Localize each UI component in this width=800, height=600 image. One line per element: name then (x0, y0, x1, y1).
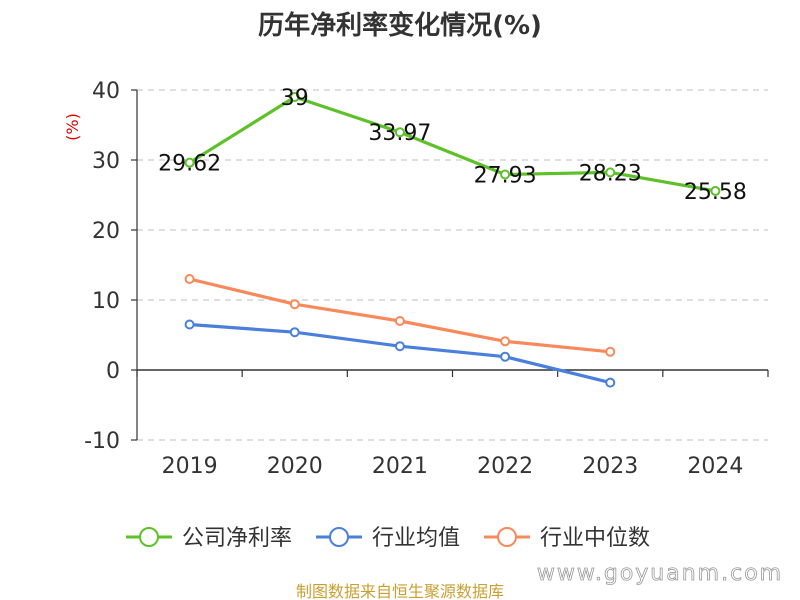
series-layer (184, 92, 721, 388)
axes: -10 0 10 20 30 40 2019 2020 2021 2022 2023 2024 (84, 79, 769, 479)
series-line (189, 322, 611, 385)
legend-label: 行业中位数 (540, 526, 650, 551)
data-label: 29.62 (158, 152, 221, 177)
y-tick-label: 10 (92, 289, 120, 314)
legend-item-2: 行业中位数 (484, 526, 650, 551)
x-tick-label: 2021 (372, 454, 428, 479)
data-point (394, 341, 405, 352)
legend-marker (329, 527, 349, 547)
data-point (289, 92, 300, 102)
data-point (289, 299, 300, 310)
data-point (605, 346, 616, 357)
y-tick-label: 20 (92, 219, 120, 244)
data-point (605, 167, 616, 178)
x-tick-label: 2020 (267, 454, 323, 479)
legend-label: 公司净利率 (182, 526, 292, 551)
y-tick-label: -10 (84, 429, 120, 454)
grid (137, 89, 768, 441)
legend-item-1: 行业均值 (316, 526, 460, 551)
data-point (710, 185, 721, 196)
source-note: 制图数据来自恒生聚源数据库 (296, 582, 504, 600)
legend: 公司净利率 行业均值 行业中位数 (126, 526, 650, 551)
y-tick-label: 0 (106, 359, 120, 384)
legend-marker (497, 527, 517, 547)
data-point (500, 336, 511, 347)
data-label: 27.93 (474, 163, 537, 188)
data-point (289, 327, 300, 338)
data-point (605, 377, 616, 388)
chart-title: 历年净利率变化情况(%) (258, 10, 542, 41)
series-line (189, 277, 611, 354)
series-1 (184, 319, 616, 388)
data-labels: 29.62 39 33.97 27.93 28.23 25.58 (158, 86, 747, 205)
series-line (188, 95, 716, 193)
legend-marker (139, 527, 159, 547)
data-label: 33.97 (368, 121, 431, 146)
legend-item-0: 公司净利率 (126, 526, 292, 551)
x-tick-label: 2023 (582, 454, 638, 479)
y-tick-label: 40 (92, 79, 120, 104)
data-point (394, 127, 405, 138)
data-label: 28.23 (579, 161, 642, 186)
watermark: www.goyuanm.com (537, 561, 783, 586)
series-0 (184, 92, 721, 196)
y-axis-label: (%) (63, 113, 82, 141)
data-point (184, 274, 195, 284)
series-2 (184, 274, 616, 357)
data-point (184, 319, 195, 330)
data-point (184, 157, 195, 168)
data-label: 25.58 (684, 180, 747, 205)
legend-label: 行业均值 (372, 526, 460, 551)
data-label: 39 (281, 86, 309, 111)
x-tick-label: 2024 (687, 454, 743, 479)
y-tick-label: 30 (92, 149, 120, 174)
x-tick-label: 2019 (162, 454, 218, 479)
data-point (394, 316, 405, 326)
data-point (500, 169, 511, 180)
data-point (500, 351, 511, 362)
x-tick-label: 2022 (477, 454, 533, 479)
